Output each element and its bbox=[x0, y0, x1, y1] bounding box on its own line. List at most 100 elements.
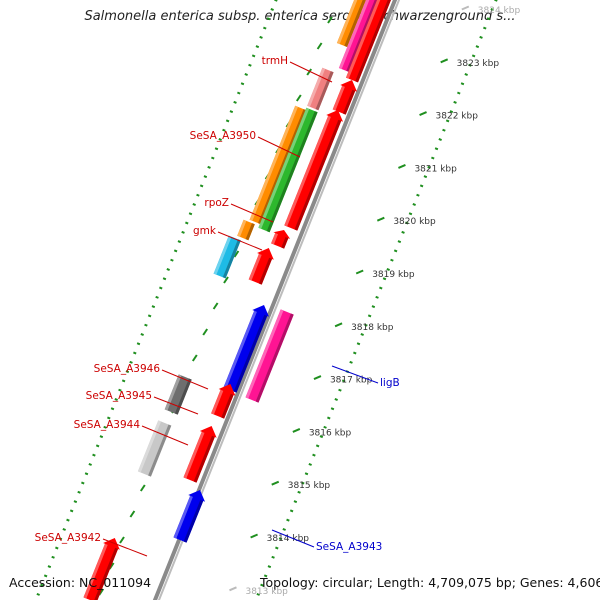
feature-red-small[interactable] bbox=[248, 248, 274, 285]
gene-label[interactable]: SeSA_A3943 bbox=[316, 541, 382, 553]
feature-SeSA_A3944-red[interactable] bbox=[183, 426, 217, 483]
feature-body bbox=[173, 490, 205, 543]
feature-highlight bbox=[284, 115, 331, 227]
minor-ticks bbox=[98, 16, 333, 596]
gene-labels: trmH SeSA_A3950 rpoZ gmk SeSA_A3946 SeSA_A394… bbox=[35, 55, 400, 557]
feature-top-red[interactable] bbox=[346, 0, 402, 83]
gene-label[interactable]: gmk bbox=[193, 225, 217, 237]
leader-line bbox=[102, 538, 148, 557]
feature-gmk-orange[interactable] bbox=[237, 219, 255, 241]
feature-body bbox=[223, 305, 269, 393]
feature-shadow bbox=[258, 109, 307, 225]
minor-tick bbox=[119, 536, 125, 544]
kbp-ticks: 3824 kbp 3823 kbp 3822 kbp 3821 kbp 3820 kbp… bbox=[229, 5, 521, 597]
feature-shadow bbox=[193, 435, 215, 483]
feature-shadow bbox=[174, 378, 192, 415]
kbp-tick-mark bbox=[398, 163, 406, 169]
kbp-tick-mark bbox=[355, 269, 364, 275]
feature-SeSA_A3946-red[interactable] bbox=[211, 384, 236, 419]
feature-highlight bbox=[164, 374, 182, 411]
feature-red-long[interactable] bbox=[284, 110, 343, 231]
leader-line bbox=[141, 425, 189, 446]
gene-label[interactable]: SeSA_A3945 bbox=[86, 390, 152, 402]
feature-highlight bbox=[249, 105, 298, 221]
feature-shadow bbox=[221, 393, 234, 419]
leader-line bbox=[271, 529, 315, 548]
feature-body bbox=[248, 248, 274, 285]
kbp-tick-label: 3820 kbp bbox=[393, 217, 436, 227]
feature-highlight bbox=[211, 389, 224, 415]
kbp-tick-label: 3815 kbp bbox=[288, 481, 331, 491]
feature-highlight bbox=[336, 0, 358, 45]
kbp-tick-mark bbox=[461, 5, 470, 11]
feature-trmH-cds[interactable] bbox=[307, 67, 334, 111]
gene-label[interactable]: SeSA_A3946 bbox=[94, 363, 161, 375]
feature-highlight bbox=[271, 233, 278, 245]
kbp-tick-label: 3823 kbp bbox=[457, 59, 500, 69]
gene-label[interactable]: ligB bbox=[380, 377, 400, 389]
feature-ligB-pink[interactable] bbox=[245, 309, 294, 403]
feature-SeSA_A3942-red[interactable] bbox=[83, 538, 120, 600]
minor-tick bbox=[129, 510, 136, 518]
kbp-tick-label: 3814 kbp bbox=[267, 534, 310, 544]
feature-shadow bbox=[183, 499, 204, 543]
feature-body bbox=[245, 309, 294, 403]
gene-label[interactable]: SeSA_A3942 bbox=[35, 532, 101, 544]
kbp-tick-label: 3824 kbp bbox=[478, 6, 521, 16]
feature-highlight bbox=[223, 310, 257, 389]
gene-label[interactable]: rpoZ bbox=[204, 197, 229, 209]
minor-tick bbox=[191, 354, 198, 362]
accession-text: Accession: NC_011094 bbox=[9, 575, 152, 590]
kbp-tick-mark bbox=[419, 111, 427, 117]
feature-body bbox=[137, 420, 172, 477]
kbp-tick-label: 3819 kbp bbox=[372, 270, 415, 280]
feature-gmk-red[interactable] bbox=[271, 230, 291, 249]
minor-tick bbox=[223, 276, 229, 284]
feature-body bbox=[249, 105, 307, 225]
kbp-tick-mark bbox=[292, 427, 301, 433]
feature-orange-long[interactable] bbox=[249, 105, 307, 225]
feature-highlight bbox=[83, 543, 108, 599]
minor-tick bbox=[306, 68, 313, 76]
feature-body bbox=[307, 67, 334, 111]
gene-label[interactable]: SeSA_A3950 bbox=[190, 130, 256, 142]
feature-ligB-blue[interactable] bbox=[223, 305, 270, 393]
feature-shadow bbox=[342, 89, 356, 115]
feature-body bbox=[183, 426, 217, 483]
kbp-tick-mark bbox=[376, 216, 385, 222]
feature-body bbox=[213, 235, 241, 279]
feature-SeSA_A3943-blue[interactable] bbox=[173, 490, 206, 543]
kbp-tick-label: 3816 kbp bbox=[309, 428, 352, 438]
features bbox=[83, 0, 402, 600]
leader-line bbox=[289, 61, 333, 83]
leader-line bbox=[257, 136, 301, 158]
feature-body bbox=[83, 538, 120, 600]
feature-body bbox=[284, 110, 343, 231]
feature-SeSA_A3946-gray[interactable] bbox=[164, 374, 192, 415]
kbp-tick-label: 3821 kbp bbox=[414, 164, 457, 174]
kbp-tick-label: 3818 kbp bbox=[351, 323, 394, 333]
minor-tick bbox=[295, 94, 302, 102]
kbp-tick-label: 3813 kbp bbox=[245, 587, 288, 597]
feature-top-orange[interactable] bbox=[336, 0, 377, 47]
feature-highlight bbox=[346, 0, 381, 79]
kbp-tick-mark bbox=[271, 480, 280, 486]
feature-body bbox=[164, 374, 192, 415]
feature-shadow bbox=[281, 237, 289, 249]
feature-SeSA_A3944-lightgray[interactable] bbox=[137, 420, 172, 477]
feature-green-long[interactable] bbox=[258, 107, 318, 233]
feature-shadow bbox=[255, 313, 294, 403]
dot-lines bbox=[34, 0, 498, 600]
gene-label[interactable]: SeSA_A3944 bbox=[74, 419, 141, 431]
feature-cyan-cds[interactable] bbox=[213, 235, 241, 279]
kbp-tick-mark bbox=[250, 533, 258, 539]
feature-highlight bbox=[137, 420, 162, 473]
feature-highlight bbox=[248, 253, 262, 281]
minor-tick bbox=[233, 250, 240, 258]
feature-highlight bbox=[183, 431, 205, 479]
feature-shadow bbox=[148, 424, 172, 477]
gene-label[interactable]: trmH bbox=[262, 55, 288, 67]
feature-trmH-red[interactable] bbox=[332, 80, 357, 115]
feature-shadow bbox=[94, 547, 118, 600]
